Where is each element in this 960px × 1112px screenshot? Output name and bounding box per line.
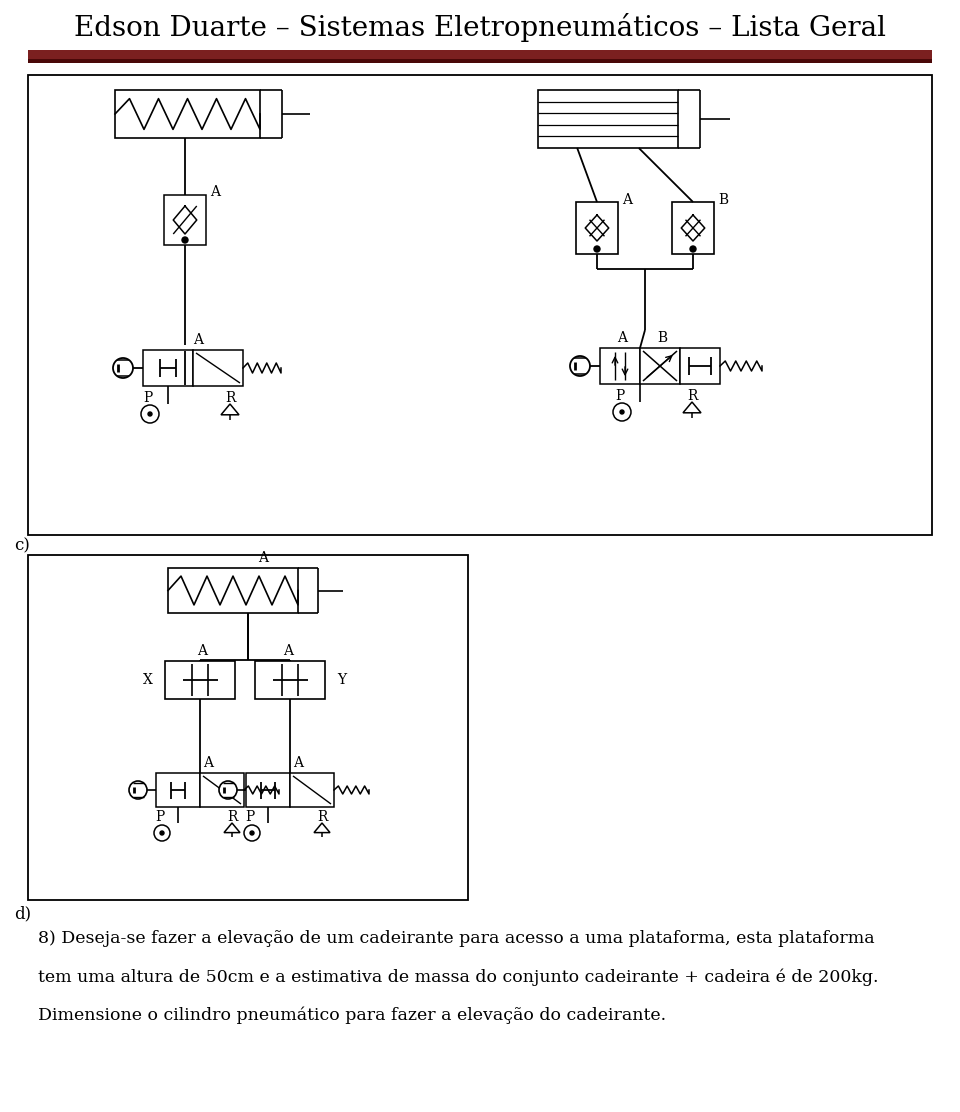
Bar — [156, 773, 200, 807]
Circle shape — [154, 825, 170, 841]
Bar — [680, 348, 720, 384]
Bar — [200, 773, 244, 807]
Text: A: A — [293, 756, 303, 770]
Bar — [115, 90, 260, 138]
Text: A: A — [258, 552, 268, 565]
Polygon shape — [314, 823, 330, 833]
Circle shape — [570, 356, 590, 376]
Text: X: X — [143, 673, 153, 687]
Bar — [28, 555, 468, 900]
Text: A: A — [617, 331, 627, 345]
Bar — [538, 90, 678, 148]
Text: d): d) — [14, 905, 31, 922]
Text: B: B — [657, 331, 667, 345]
Text: P: P — [156, 810, 164, 824]
Text: A: A — [210, 185, 220, 199]
Bar — [165, 661, 235, 699]
Polygon shape — [224, 823, 240, 833]
Text: R: R — [227, 810, 237, 824]
Text: c): c) — [14, 537, 30, 554]
Bar — [164, 195, 206, 245]
Text: R: R — [225, 391, 235, 405]
Text: Edson Duarte – Sistemas Eletropneumáticos – Lista Geral: Edson Duarte – Sistemas Eletropneumático… — [74, 13, 886, 42]
Bar — [246, 773, 290, 807]
Text: B: B — [718, 193, 728, 207]
Circle shape — [250, 831, 254, 835]
Bar — [672, 202, 714, 254]
Text: Dimensione o cilindro pneumático para fazer a elevação do cadeirante.: Dimensione o cilindro pneumático para fa… — [38, 1006, 666, 1023]
Circle shape — [182, 237, 188, 244]
Bar — [168, 568, 298, 613]
Bar — [290, 773, 334, 807]
Circle shape — [129, 781, 147, 800]
Text: A: A — [193, 332, 203, 347]
Text: A: A — [283, 644, 293, 658]
Text: R: R — [686, 389, 697, 403]
Circle shape — [141, 405, 159, 423]
Circle shape — [620, 410, 624, 414]
Text: P: P — [615, 389, 625, 403]
Text: tem uma altura de 50cm e a estimativa de massa do conjunto cadeirante + cadeira : tem uma altura de 50cm e a estimativa de… — [38, 969, 878, 985]
Circle shape — [148, 413, 152, 416]
Bar — [28, 50, 932, 59]
Bar — [255, 661, 325, 699]
Bar — [576, 202, 618, 254]
Text: Y: Y — [337, 673, 347, 687]
Text: A: A — [203, 756, 213, 770]
Circle shape — [594, 246, 600, 252]
Bar — [28, 75, 932, 535]
Circle shape — [219, 781, 237, 800]
Circle shape — [160, 831, 164, 835]
Bar — [640, 348, 680, 384]
Text: R: R — [317, 810, 327, 824]
Text: A: A — [622, 193, 632, 207]
Circle shape — [113, 358, 133, 378]
Bar — [143, 350, 193, 386]
Circle shape — [244, 825, 260, 841]
Circle shape — [613, 403, 631, 421]
Polygon shape — [221, 404, 239, 415]
Text: P: P — [246, 810, 254, 824]
Polygon shape — [683, 403, 701, 413]
Text: P: P — [143, 391, 153, 405]
Text: A: A — [197, 644, 207, 658]
Bar — [193, 350, 243, 386]
Circle shape — [690, 246, 696, 252]
Bar — [28, 59, 932, 63]
Bar — [600, 348, 640, 384]
Text: 8) Deseja-se fazer a elevação de um cadeirante para acesso a uma plataforma, est: 8) Deseja-se fazer a elevação de um cade… — [38, 930, 875, 947]
